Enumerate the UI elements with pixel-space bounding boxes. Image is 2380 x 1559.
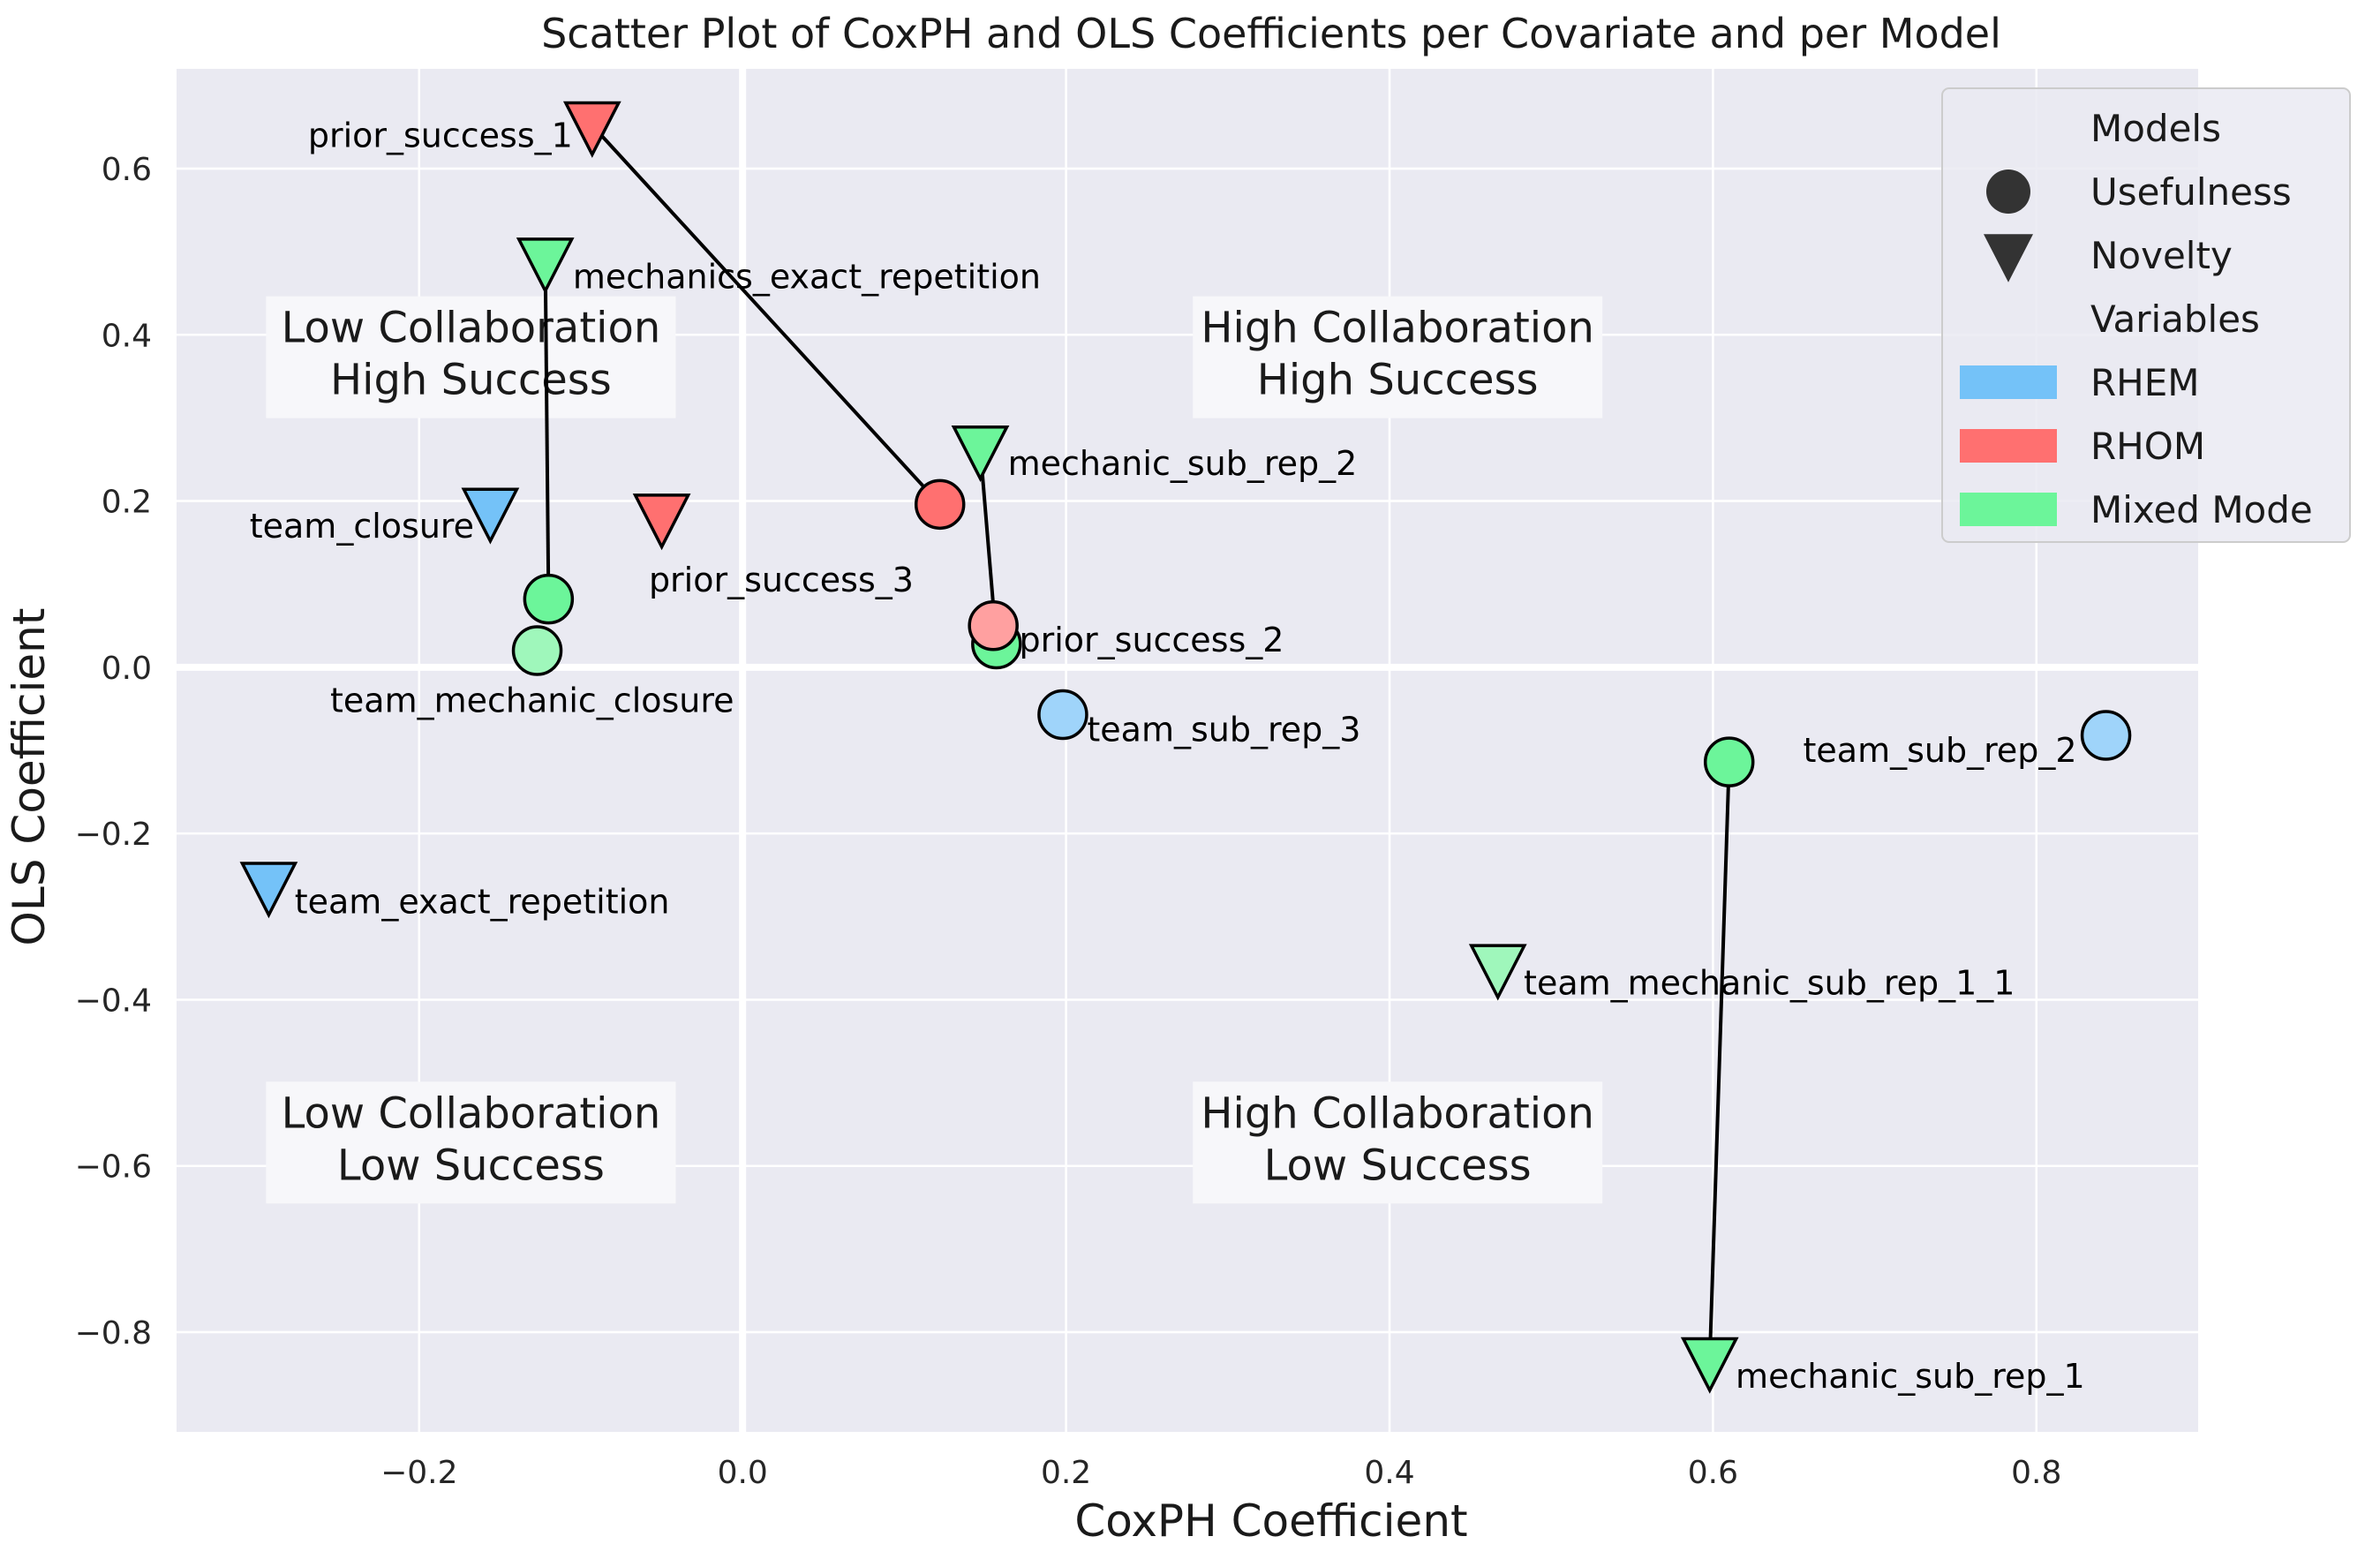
point-labels: prior_success_1 mechanics_exact_repetitio… xyxy=(250,116,2085,1396)
x-tick-label: 0.2 xyxy=(1041,1455,1091,1491)
point-novelty xyxy=(516,237,575,295)
legend-model-label: Novelty xyxy=(2090,234,2233,277)
zero-lines xyxy=(177,69,2198,1432)
point-novelty xyxy=(632,493,691,551)
legend-models-title: Models xyxy=(2090,107,2221,150)
chart-title: Scatter Plot of CoxPH and OLS Coefficien… xyxy=(541,10,2001,57)
point-label: mechanic_sub_rep_2 xyxy=(1008,444,1358,483)
quadrant-label-box xyxy=(1193,1081,1603,1204)
quadrant-label-line: High Success xyxy=(330,356,612,405)
x-axis-ticks: −0.2 0.0 0.2 0.4 0.6 0.8 xyxy=(380,1455,2061,1491)
data-points xyxy=(239,101,2132,1394)
point-label: prior_success_1 xyxy=(308,116,573,154)
quadrant-label-line: Low Success xyxy=(337,1141,605,1190)
quadrant-label-line: Low Collaboration xyxy=(282,304,661,353)
legend-circle-marker xyxy=(1986,169,2030,214)
y-axis-label: OLS Coefficient xyxy=(4,608,55,946)
legend-variable-label: RHEM xyxy=(2090,361,2200,404)
quadrant-label-line: High Success xyxy=(1257,356,1539,405)
x-tick-label: 0.0 xyxy=(718,1455,768,1491)
quadrant-label-line: High Collaboration xyxy=(1201,1088,1593,1138)
y-tick-label: 0.4 xyxy=(102,318,152,354)
point-novelty xyxy=(1468,944,1527,1001)
point-label: mechanic_sub_rep_1 xyxy=(1736,1357,2085,1396)
y-tick-label: 0.0 xyxy=(102,651,152,687)
point-label: team_exact_repetition xyxy=(295,882,670,921)
connection-lines xyxy=(543,124,1731,1362)
point-label: mechanics_exact_repetition xyxy=(573,257,1041,296)
point-usefulness xyxy=(914,478,966,531)
point-label: team_sub_rep_2 xyxy=(1804,731,2077,770)
quadrant-label-line: Low Collaboration xyxy=(282,1088,661,1138)
legend-box xyxy=(1941,87,2351,543)
legend-color-swatch xyxy=(1960,365,2057,399)
point-novelty xyxy=(461,487,520,545)
point-label: prior_success_3 xyxy=(649,561,914,599)
legend-variables-title: Variables xyxy=(2090,297,2260,341)
point-usefulness xyxy=(511,625,563,676)
y-tick-label: −0.4 xyxy=(75,983,152,1019)
point-usefulness xyxy=(2080,710,2132,761)
legend-triangle-marker xyxy=(1984,234,2033,282)
connection-line xyxy=(591,124,942,506)
point-novelty xyxy=(1680,1337,1739,1394)
x-tick-label: 0.4 xyxy=(1364,1455,1414,1491)
point-label: team_sub_rep_3 xyxy=(1087,710,1360,749)
quadrant-label-line: High Collaboration xyxy=(1201,304,1593,353)
point-label: prior_success_2 xyxy=(1019,621,1284,659)
x-axis-label: CoxPH Coefficient xyxy=(1074,1495,1467,1547)
legend-color-swatch xyxy=(1960,429,2057,463)
plot-area xyxy=(177,69,2198,1432)
connection-line xyxy=(543,261,551,599)
x-tick-label: 0.6 xyxy=(1688,1455,1738,1491)
legend-model-label: Usefulness xyxy=(2090,170,2292,214)
y-tick-label: −0.6 xyxy=(75,1149,152,1186)
connection-line xyxy=(1707,762,1731,1362)
point-novelty xyxy=(562,101,621,158)
y-axis-ticks: −0.8 −0.6 −0.4 −0.2 0.0 0.2 0.4 0.6 xyxy=(75,152,152,1352)
y-tick-label: −0.8 xyxy=(75,1315,152,1352)
quadrant-label-line: Low Success xyxy=(1264,1141,1532,1190)
point-novelty xyxy=(951,425,1010,483)
quadrant-label-box xyxy=(266,1081,676,1204)
x-tick-label: −0.2 xyxy=(380,1455,457,1491)
x-tick-label: 0.8 xyxy=(2011,1455,2061,1491)
point-novelty xyxy=(239,862,298,919)
point-label: team_mechanic_sub_rep_1_1 xyxy=(1524,964,2015,1003)
legend-color-swatch xyxy=(1960,493,2057,526)
quadrant-label-box xyxy=(1193,296,1603,418)
point-usefulness xyxy=(523,573,575,625)
y-tick-label: 0.6 xyxy=(102,152,152,188)
point-usefulness xyxy=(1037,689,1088,741)
y-tick-label: −0.2 xyxy=(75,817,152,853)
legend-variable-label: RHOM xyxy=(2090,425,2205,468)
point-usefulness xyxy=(968,600,1019,651)
point-usefulness xyxy=(1703,736,1755,787)
legend-variable-label: Mixed Mode xyxy=(2090,488,2313,531)
point-label: team_closure xyxy=(250,507,474,546)
legend: Models Usefulness Novelty Variables RHEM RHOM… xyxy=(1941,87,2351,543)
quadrant-label-box xyxy=(266,296,676,418)
point-label: team_mechanic_closure xyxy=(330,682,734,720)
y-tick-label: 0.2 xyxy=(102,485,152,521)
